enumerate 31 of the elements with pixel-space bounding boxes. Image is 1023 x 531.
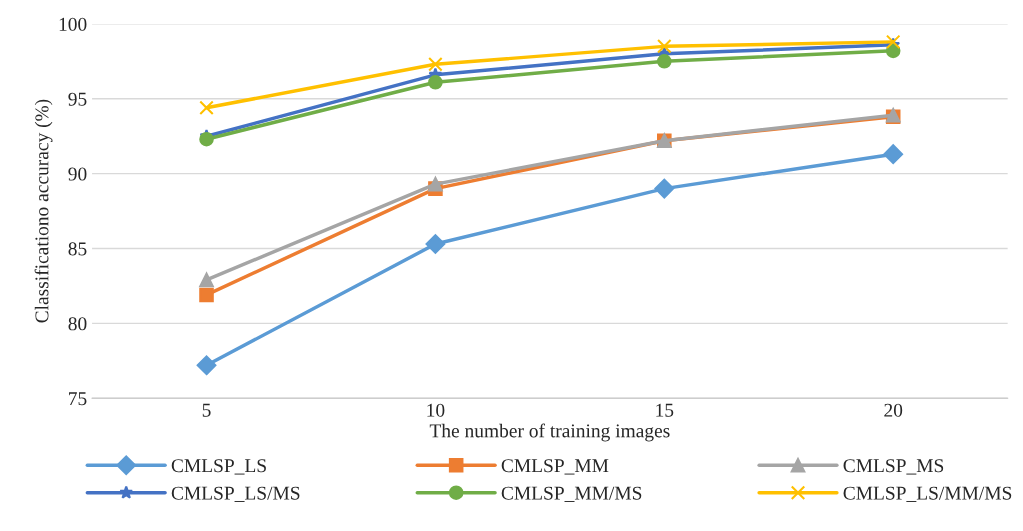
y-tick-label: 85 [68,242,87,256]
point [199,100,214,116]
y-tick-label: 90 [68,167,87,181]
legend-label: CMLSP_LS/MS [171,486,300,503]
point [428,57,443,72]
x-tick-label: 5 [202,403,211,417]
point [428,176,443,192]
y-tick-label: 80 [68,317,87,331]
point [428,75,443,90]
legend-label: CMLSP_LS [171,459,266,475]
legend-label: CMLSP_LS/MM/MS [843,486,1012,503]
legend-label: CMLSP_MM [501,459,609,475]
x-tick-label: 10 [427,403,445,417]
point [883,144,904,165]
point [657,39,672,54]
legend-label: CMLSP_MS [843,459,944,475]
point [196,355,217,376]
y-tick-label: 100 [59,17,87,31]
point [425,234,446,254]
point [657,54,672,69]
point [199,287,214,303]
x-tick-label: 15 [656,403,674,417]
point [199,272,214,288]
x-tick-label: 20 [884,403,903,417]
point [654,178,675,199]
point [199,131,214,147]
y-axis-title: Classificationo accuracy (%) [34,99,53,323]
legend-label: CMLSP_MM/MS [501,486,642,503]
x-axis-title: The number of training images [429,423,670,442]
y-tick-label: 95 [68,92,87,106]
y-tick-label: 75 [69,392,87,406]
